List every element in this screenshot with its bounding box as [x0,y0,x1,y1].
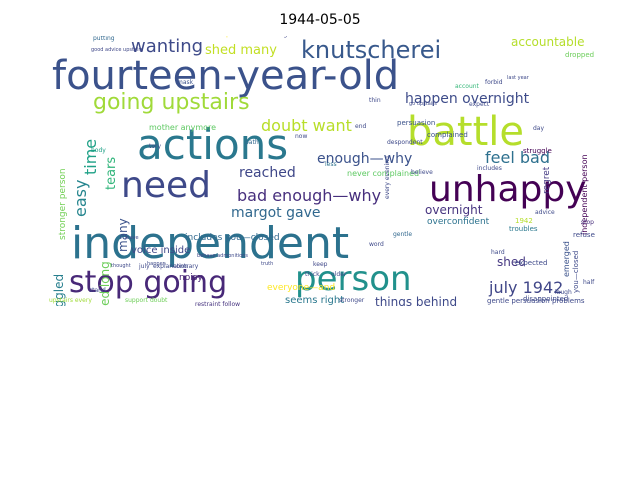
cloud-word: you—closed [572,250,580,293]
cloud-word: time [81,139,100,176]
cloud-word: stronger [339,297,365,304]
cloud-word: shed many [205,43,277,58]
cloud-word: emerged [562,240,571,277]
cloud-word: fourteen-year-old [52,53,400,99]
cloud-word: body [91,147,106,154]
cloud-word: stop [581,219,594,226]
cloud-word: tory [149,143,162,150]
cloud-word: day [533,125,545,132]
cloud-word: enough—why [317,151,413,167]
cloud-word: going upstairs [93,90,250,115]
cloud-word: weeks ago [259,36,291,38]
cloud-word: explanation [153,263,189,270]
cloud-word: stop going [69,265,228,300]
cloud-word: upstairs every [49,297,92,304]
cloud-word: need [121,165,211,206]
cloud-word: overconfident [427,217,490,227]
cloud-word: word [369,241,384,248]
cloud-word: struggled long [98,261,112,306]
cloud-word: never complained [347,169,420,178]
cloud-word: easy [71,179,90,218]
cloud-word: actions [137,120,289,169]
cloud-word: voice inside [131,245,191,256]
cloud-word: truth [261,261,274,267]
cloud-word: behave admonitions [197,253,249,259]
cloud-word: less [325,161,337,168]
cloud-word: forbid [485,79,503,86]
cloud-word: one person [213,36,247,38]
cloud-word: tears [104,156,119,190]
cloud-word: leave [125,235,139,241]
cloud-word: keep [313,261,328,268]
cloud-word: margot gave [231,205,321,221]
cloud-word: 1942 [515,217,533,225]
cloud-word: account [455,83,479,90]
cloud-word: persuasion [397,119,436,127]
cloud-word: reached [239,165,296,181]
cloud-word: advice [535,209,555,216]
cloud-word: everyone—and [267,283,336,293]
cloud-word: unhappy [429,169,587,210]
cloud-word: wanting [131,36,204,57]
cloud-word: dropped [565,51,595,59]
cloud-word: now [295,133,308,140]
cloud-word: thought [111,263,131,269]
cloud-word: shed [497,255,526,269]
cloud-word: happen overnight [405,91,530,107]
cloud-word: feel bad [485,148,550,167]
cloud-word: seems right [285,295,345,306]
cloud-word: despondent [387,139,423,146]
cloud-word: knutscherei [301,36,442,64]
cloud-word: every evening [384,156,391,199]
cloud-word: disappointed [523,295,569,303]
cloud-word: battle [407,109,524,155]
cloud-word: regret [542,166,552,194]
cloud-word: laugh [555,289,572,296]
cloud-word: expect [469,101,490,108]
cloud-word: july [139,263,150,270]
cloud-word: gentle persuasion problems [487,297,585,305]
cloud-word: accountable [511,36,585,49]
cloud-word: thick [305,271,320,278]
cloud-word: half [583,279,595,286]
cloud-word: refuse [573,231,595,239]
cloud-word: last year [507,75,529,81]
cloud-word: doubt want [261,116,352,135]
cloud-word: struggle [523,147,552,155]
cloud-word: july 1942 [489,278,564,297]
cloud-word: believe [411,169,433,176]
cloud-word: happen [147,261,166,267]
cloud-word: noisy [179,273,203,283]
cloud-word: expected [515,259,548,267]
cloud-word: thin [369,97,381,104]
cloud-word: go upstairs [409,101,437,107]
cloud-word: end [355,123,367,130]
word-cloud: fourteen-year-old independent actions battl… [49,36,610,306]
cloud-word: mother anymore [149,123,217,132]
cloud-word: hard [491,249,505,256]
cloud-word: good advice upstairs [91,47,144,53]
cloud-word: support doubt [125,297,168,304]
cloud-word: stronger person [58,168,68,241]
cloud-word: overnight [425,203,483,217]
cloud-word: includes [477,165,502,172]
cloud-word: gentle [393,231,413,238]
cloud-word: troubles [509,225,538,233]
cloud-word: stand [89,287,106,294]
cloud-word: independent [71,218,350,269]
cloud-word: restraint follow [195,301,241,307]
cloud-word: person [295,259,412,299]
cloud-word: bad enough—why [237,186,382,205]
cloud-word: putting [93,36,115,42]
cloud-word: things behind [375,295,458,306]
cloud-word: complained [427,131,468,139]
cloud-word: contrary [173,263,199,270]
cloud-word: includes you—closed [185,233,280,243]
cloud-word: older [331,271,347,278]
cloud-word: path [245,139,259,146]
cloud-word: mask [177,79,194,86]
figure-title: 1944-05-05 [279,12,361,28]
